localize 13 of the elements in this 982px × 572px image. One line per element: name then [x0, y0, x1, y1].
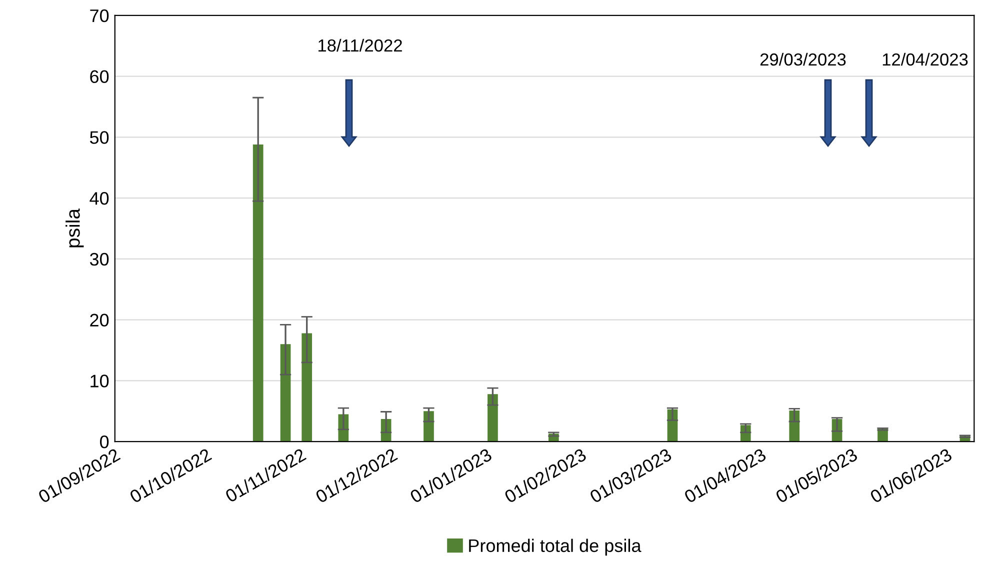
annotation: 12/04/2023	[882, 52, 968, 66]
y-axis-title: psila	[66, 208, 84, 248]
y-tick-label: 40	[90, 192, 109, 205]
y-tick-label: 10	[90, 374, 109, 388]
y-tick-label: 30	[90, 252, 109, 266]
legend-label: Promedi total de psila	[469, 538, 642, 556]
y-tick-label: 70	[90, 9, 109, 22]
y-tick-label: 60	[90, 70, 109, 84]
y-tick-label: 50	[90, 131, 109, 144]
y-tick-label: 0	[100, 436, 109, 448]
annotation: 18/11/2022	[318, 38, 402, 52]
annotation: 29/03/2023	[760, 52, 846, 66]
y-tick-label: 20	[90, 314, 109, 327]
